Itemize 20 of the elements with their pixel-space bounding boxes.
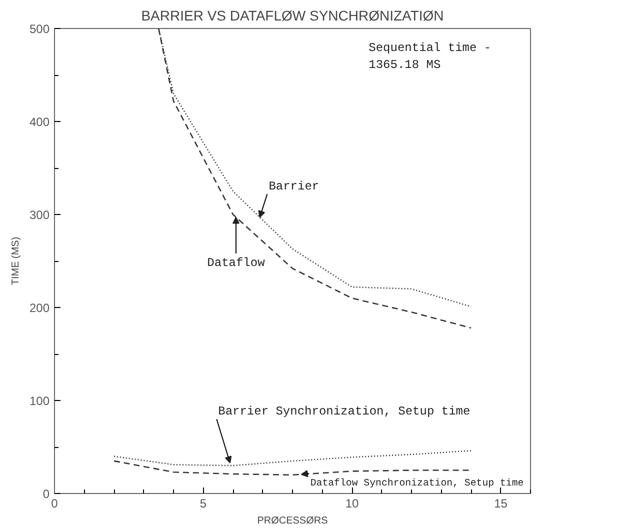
line-series xyxy=(113,450,472,466)
annotation: Dataflow xyxy=(207,256,266,270)
annotation: Barrier xyxy=(268,180,320,194)
x-tick-label: 5 xyxy=(200,496,207,510)
y-tick-label: 200 xyxy=(29,301,50,315)
y-tick-label: 300 xyxy=(29,208,50,222)
y-tick-label: 500 xyxy=(29,22,50,36)
x-tick-label: 10 xyxy=(345,496,359,510)
annotation: Sequential time - 1365.18 MS xyxy=(368,41,492,72)
y-tick-label: 100 xyxy=(29,394,50,408)
annotation: Dataflow Synchronization, Setup time xyxy=(310,477,524,488)
chart-title: BARRIER VS DATAFLØW SYNCHRØNIZATIØN xyxy=(141,8,444,24)
y-tick-label: 400 xyxy=(29,115,50,129)
x-tick-label: 0 xyxy=(51,496,58,510)
y-axis-title: TIME (MS) xyxy=(10,236,22,286)
y-tick-label: 0 xyxy=(42,487,50,501)
line-series xyxy=(113,460,472,476)
x-tick-label: 15 xyxy=(494,496,508,510)
annotation: Barrier Synchronization, Setup time xyxy=(218,404,470,419)
x-axis-title: PRØCESSØRS xyxy=(257,516,328,526)
